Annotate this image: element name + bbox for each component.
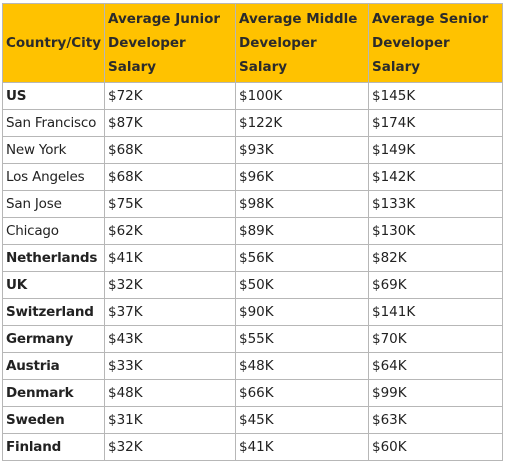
junior-salary-cell: $68K <box>104 136 236 164</box>
country-city-cell: UK <box>2 271 105 299</box>
middle-salary-cell: $41K <box>235 433 369 461</box>
table-row: San Francisco $87K $122K $174K <box>2 109 503 137</box>
senior-salary-cell: $99K <box>368 379 503 407</box>
junior-salary-cell: $32K <box>104 433 236 461</box>
country-city-cell: Switzerland <box>2 298 105 326</box>
country-city-cell: Finland <box>2 433 105 461</box>
country-city-cell: Austria <box>2 352 105 380</box>
middle-salary-cell: $45K <box>235 406 369 434</box>
middle-salary-cell: $50K <box>235 271 369 299</box>
table-row: Denmark $48K $66K $99K <box>2 379 503 407</box>
table-header: Country/City Average Junior Developer Sa… <box>2 3 503 83</box>
salary-table: Country/City Average Junior Developer Sa… <box>2 3 503 461</box>
table-row: Sweden $31K $45K $63K <box>2 406 503 434</box>
table-row: Finland $32K $41K $60K <box>2 433 503 461</box>
senior-salary-cell: $69K <box>368 271 503 299</box>
middle-salary-cell: $122K <box>235 109 369 137</box>
junior-salary-cell: $37K <box>104 298 236 326</box>
senior-salary-cell: $60K <box>368 433 503 461</box>
junior-salary-cell: $62K <box>104 217 236 245</box>
table-row: Germany $43K $55K $70K <box>2 325 503 353</box>
table-row: Netherlands $41K $56K $82K <box>2 244 503 272</box>
junior-salary-cell: $87K <box>104 109 236 137</box>
header-row: Country/City Average Junior Developer Sa… <box>2 3 503 83</box>
middle-salary-cell: $48K <box>235 352 369 380</box>
senior-salary-cell: $70K <box>368 325 503 353</box>
middle-salary-cell: $89K <box>235 217 369 245</box>
table-row: US $72K $100K $145K <box>2 82 503 110</box>
table-row: Los Angeles $68K $96K $142K <box>2 163 503 191</box>
country-city-cell: New York <box>2 136 105 164</box>
senior-salary-cell: $133K <box>368 190 503 218</box>
senior-salary-cell: $141K <box>368 298 503 326</box>
junior-salary-cell: $72K <box>104 82 236 110</box>
header-country-city: Country/City <box>2 3 105 83</box>
country-city-cell: Denmark <box>2 379 105 407</box>
junior-salary-cell: $32K <box>104 271 236 299</box>
junior-salary-cell: $31K <box>104 406 236 434</box>
senior-salary-cell: $174K <box>368 109 503 137</box>
country-city-cell: Netherlands <box>2 244 105 272</box>
table-row: San Jose $75K $98K $133K <box>2 190 503 218</box>
senior-salary-cell: $142K <box>368 163 503 191</box>
country-city-cell: Sweden <box>2 406 105 434</box>
middle-salary-cell: $56K <box>235 244 369 272</box>
country-city-cell: San Jose <box>2 190 105 218</box>
table-row: Chicago $62K $89K $130K <box>2 217 503 245</box>
junior-salary-cell: $75K <box>104 190 236 218</box>
middle-salary-cell: $93K <box>235 136 369 164</box>
middle-salary-cell: $100K <box>235 82 369 110</box>
junior-salary-cell: $68K <box>104 163 236 191</box>
table-body: US $72K $100K $145K San Francisco $87K $122K $1… <box>2 82 503 461</box>
senior-salary-cell: $149K <box>368 136 503 164</box>
junior-salary-cell: $43K <box>104 325 236 353</box>
senior-salary-cell: $130K <box>368 217 503 245</box>
senior-salary-cell: $145K <box>368 82 503 110</box>
middle-salary-cell: $90K <box>235 298 369 326</box>
header-senior-salary: Average Senior Developer Salary <box>368 3 503 83</box>
country-city-cell: Germany <box>2 325 105 353</box>
table-row: Switzerland $37K $90K $141K <box>2 298 503 326</box>
header-middle-salary: Average Middle Developer Salary <box>235 3 369 83</box>
table-row: UK $32K $50K $69K <box>2 271 503 299</box>
senior-salary-cell: $64K <box>368 352 503 380</box>
middle-salary-cell: $55K <box>235 325 369 353</box>
junior-salary-cell: $48K <box>104 379 236 407</box>
header-junior-salary: Average Junior Developer Salary <box>104 3 236 83</box>
table-row: New York $68K $93K $149K <box>2 136 503 164</box>
middle-salary-cell: $96K <box>235 163 369 191</box>
country-city-cell: Chicago <box>2 217 105 245</box>
senior-salary-cell: $82K <box>368 244 503 272</box>
table-row: Austria $33K $48K $64K <box>2 352 503 380</box>
country-city-cell: San Francisco <box>2 109 105 137</box>
junior-salary-cell: $41K <box>104 244 236 272</box>
country-city-cell: Los Angeles <box>2 163 105 191</box>
middle-salary-cell: $98K <box>235 190 369 218</box>
country-city-cell: US <box>2 82 105 110</box>
middle-salary-cell: $66K <box>235 379 369 407</box>
junior-salary-cell: $33K <box>104 352 236 380</box>
senior-salary-cell: $63K <box>368 406 503 434</box>
